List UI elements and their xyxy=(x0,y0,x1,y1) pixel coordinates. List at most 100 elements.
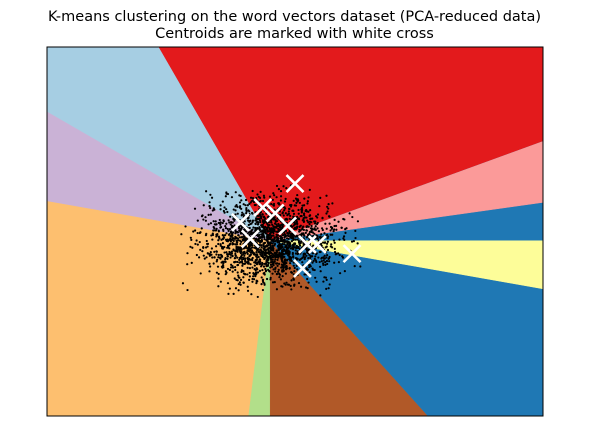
data-point xyxy=(233,277,236,280)
data-point xyxy=(306,200,309,203)
data-point xyxy=(245,208,248,212)
data-point xyxy=(283,206,286,209)
data-point xyxy=(192,230,195,233)
data-point xyxy=(291,251,294,255)
data-point xyxy=(217,277,220,280)
data-point xyxy=(294,238,297,241)
data-point xyxy=(307,263,311,267)
data-point xyxy=(246,204,249,207)
data-point xyxy=(279,278,282,281)
data-point xyxy=(297,241,301,244)
data-point xyxy=(285,281,288,284)
data-point xyxy=(230,250,234,253)
data-point xyxy=(308,220,312,223)
data-point xyxy=(208,254,211,257)
data-point xyxy=(256,261,259,264)
data-point xyxy=(227,253,230,256)
cluster-region-0 xyxy=(158,47,543,242)
data-point xyxy=(248,275,251,278)
data-point xyxy=(265,260,268,263)
data-point xyxy=(242,238,245,241)
data-point xyxy=(306,268,309,271)
data-point xyxy=(316,235,319,238)
data-point xyxy=(229,237,232,240)
data-point xyxy=(232,217,235,221)
data-point xyxy=(277,268,280,271)
data-point xyxy=(215,260,218,263)
data-point xyxy=(240,227,243,230)
data-point xyxy=(218,237,221,240)
data-point xyxy=(338,253,341,257)
data-point xyxy=(331,233,334,236)
data-point xyxy=(337,220,340,223)
data-point xyxy=(289,258,292,261)
data-point xyxy=(279,190,283,193)
data-point xyxy=(299,224,302,227)
data-point xyxy=(294,249,297,252)
data-point xyxy=(274,258,277,261)
data-point xyxy=(315,260,318,264)
data-point xyxy=(240,258,244,261)
data-point xyxy=(274,266,277,269)
cluster-region-2 xyxy=(47,111,271,241)
data-point xyxy=(268,242,271,245)
data-point xyxy=(328,255,331,259)
data-point xyxy=(290,288,293,291)
data-point xyxy=(221,247,224,250)
data-point xyxy=(269,266,272,269)
data-point xyxy=(255,273,258,276)
data-point xyxy=(327,235,330,238)
data-point xyxy=(311,261,314,264)
data-point xyxy=(316,213,320,216)
data-point xyxy=(330,243,333,246)
data-point xyxy=(222,209,225,213)
data-point xyxy=(307,221,310,224)
data-point xyxy=(307,225,310,228)
data-point xyxy=(294,204,298,207)
data-point xyxy=(195,253,198,257)
data-point xyxy=(202,218,205,221)
data-point xyxy=(345,227,348,230)
data-point xyxy=(200,215,204,218)
data-point xyxy=(288,258,291,261)
data-point xyxy=(251,246,254,249)
data-point xyxy=(275,230,278,233)
data-point xyxy=(308,222,311,226)
data-point xyxy=(217,272,220,276)
data-point xyxy=(281,264,284,267)
data-point xyxy=(287,232,290,235)
data-point xyxy=(231,243,234,246)
data-point xyxy=(257,250,261,253)
data-point xyxy=(269,263,273,266)
data-point xyxy=(276,237,280,240)
data-point xyxy=(275,233,278,236)
data-point xyxy=(235,245,238,248)
data-point xyxy=(234,252,237,256)
data-point xyxy=(219,223,222,226)
data-point xyxy=(260,246,263,249)
data-point xyxy=(295,201,298,204)
data-point xyxy=(248,267,252,270)
data-point xyxy=(258,228,261,231)
data-point xyxy=(263,219,266,222)
data-point xyxy=(300,208,303,211)
data-point xyxy=(260,236,263,239)
data-point xyxy=(272,240,275,243)
data-point xyxy=(252,278,256,281)
data-point xyxy=(241,211,244,214)
data-point xyxy=(294,197,298,200)
data-point xyxy=(238,236,242,239)
data-point xyxy=(325,259,329,263)
data-point xyxy=(256,295,259,299)
data-point xyxy=(273,216,276,219)
data-point xyxy=(263,254,267,257)
data-point xyxy=(240,236,243,239)
data-point xyxy=(275,288,279,291)
data-point xyxy=(326,210,329,213)
data-point xyxy=(254,222,257,226)
data-point xyxy=(328,283,331,286)
data-point xyxy=(265,221,268,224)
cluster-region-5 xyxy=(269,240,429,416)
data-point xyxy=(326,248,330,252)
data-point xyxy=(248,242,251,245)
